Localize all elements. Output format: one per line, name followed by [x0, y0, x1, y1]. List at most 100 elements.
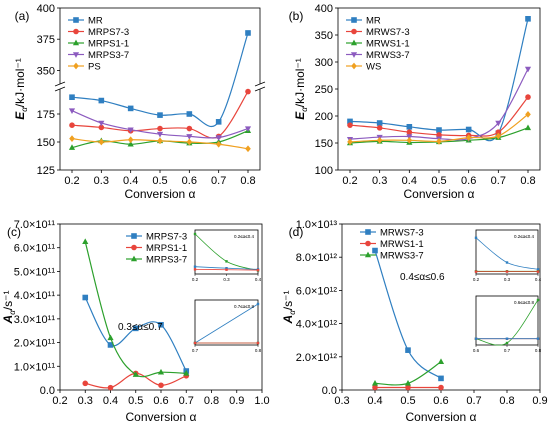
panel-c-1-inset-xtick-label: 0.4 [255, 277, 262, 282]
panel-b-point [495, 120, 502, 127]
panel-a-xtick-label: 0.7 [211, 175, 226, 187]
panel-a-point [245, 88, 251, 95]
panel-c-1-inset-point [225, 268, 228, 271]
panel-d-ytick-label: 8.0×10¹² [296, 252, 338, 264]
panel-d-1-inset-xtick-label: 0.3 [504, 277, 511, 282]
panel-c-1-inset-point [225, 267, 228, 270]
panel-a-point [127, 136, 134, 144]
panel-c-legend-label: MRPS1-1 [146, 243, 187, 254]
panel-a-xtick-label: 0.8 [240, 175, 255, 187]
panel-d-legend-marker [365, 229, 371, 235]
panel-a-point [98, 120, 105, 127]
panel-c-point [157, 368, 165, 375]
panel-c-point [158, 321, 164, 328]
panel-c-1-inset-label: 0.2≤α≤0.4 [234, 234, 255, 239]
panel-a-ytick-label: 375 [37, 34, 55, 46]
panel-c-legend-marker [131, 244, 137, 251]
panel-a-point [127, 127, 134, 134]
panel-d-ylabel: Aα/s⁻¹ [281, 291, 297, 325]
panel-c-1-inset-xtick-label: 0.2 [192, 277, 199, 282]
panel-c-xlabel: Conversion α [126, 410, 197, 424]
panel-d-ytick-label: 2.0×10¹² [296, 352, 338, 364]
panel-c-2-inset-point [256, 341, 260, 345]
panel-d-series-line [374, 250, 442, 379]
panel-c-1-inset-point [256, 268, 260, 272]
panel-d-xlabel: Conversion α [406, 410, 477, 424]
panel-a-break-gap [56, 84, 64, 89]
panel-a-point [245, 30, 251, 36]
panel-b-point [495, 132, 502, 140]
panel-d-point [438, 375, 444, 382]
panel-a-ytick-label: 150 [37, 137, 55, 149]
panel-c-point [132, 325, 139, 332]
panel-b-point [376, 120, 383, 126]
panel-a-point [127, 105, 134, 112]
panel-c-xtick-label: 0.3 [78, 395, 93, 407]
panel-b-point [495, 129, 502, 135]
panel-c-point [107, 334, 114, 341]
panel-b-point [465, 126, 472, 133]
panel-b-point [436, 132, 442, 138]
panel-c-xtick-label: 0.2 [52, 395, 67, 407]
panel-d-2-inset-label: 0.6≤α≤0.8 [514, 300, 535, 305]
panel-a-break-mark [54, 86, 66, 92]
panel-c-point [82, 294, 89, 301]
panel-b-ytick-label: 200 [315, 111, 333, 123]
panel-b-legend-label: MR [366, 16, 381, 27]
panel-c-ylabel: Aα/s⁻¹ [1, 291, 17, 325]
panel-c-label: (c) [7, 225, 21, 239]
panel-a-legend-label: MRPS7-3 [88, 27, 129, 38]
panel-d-1-inset-point [474, 270, 478, 273]
panel-d-1-inset-point [474, 236, 478, 239]
panel-b-xtick-label: 0.2 [342, 175, 357, 187]
panel-c-1-inset-point [225, 260, 228, 263]
panel-a-legend-marker [73, 28, 79, 35]
panel-a-point [186, 125, 193, 132]
panel-d-ytick-label: 6.0×10¹² [296, 285, 338, 297]
panel-d-1-inset-xtick-label: 0.4 [535, 277, 542, 282]
panel-b-ytick-label: 250 [315, 84, 333, 96]
panel-d-2-inset-xtick-label: 0.7 [504, 348, 511, 353]
panel-b-legend-marker [350, 39, 358, 46]
panel-a-legend-label: PS [88, 62, 101, 73]
panel-d-xtick-label: 0.6 [433, 395, 448, 407]
panel-c-point [107, 342, 114, 348]
panel-a-break-gap [256, 84, 264, 89]
panel-a-xtick-label: 0.3 [94, 175, 109, 187]
panel-b-legend-marker [350, 52, 358, 58]
panel-d-1-inset-point [536, 268, 540, 271]
panel-c-1-inset-point [193, 265, 197, 268]
panel-a-point [156, 131, 164, 138]
panel-d-point [405, 384, 411, 391]
panel-c-xtick-label: 0.4 [103, 395, 118, 407]
panel-c-2-inset-frame [194, 299, 259, 346]
panel-c-xtick-label: 0.8 [204, 395, 219, 407]
panel-c-ytick-label: 1.0×10¹¹ [14, 361, 56, 373]
panel-d-2-inset-xtick-label: 0.8 [535, 348, 542, 353]
panel-d-point [437, 358, 445, 365]
panel-b-point [525, 16, 531, 22]
panel-b-point [376, 136, 383, 144]
panel-c-point [183, 370, 190, 376]
panel-c-1-inset-xtick-label: 0.3 [223, 277, 230, 282]
panel-a-point [68, 108, 76, 114]
panel-a-legend-label: MRPS1-1 [88, 39, 129, 50]
panel-b-point [406, 129, 413, 135]
panel-b-point [376, 125, 383, 131]
panel-b-point [525, 111, 531, 118]
panel-d-xtick-label: 0.7 [466, 395, 481, 407]
panel-b-point [436, 127, 442, 133]
panel-b-point [347, 118, 353, 125]
panel-c-legend-marker [130, 255, 138, 262]
panel-a-ytick-label: 350 [37, 65, 55, 77]
panel-c-2-inset-xtick-label: 0.7 [192, 348, 199, 353]
panel-c-ytick-label: 7.0×10¹¹ [14, 219, 56, 231]
panel-d-point [404, 380, 412, 386]
panel-c-annotation: 0.3≤α≤0.7 [118, 322, 163, 333]
panel-c-ytick-label: 4.0×10¹¹ [14, 290, 56, 302]
panel-a-legend-label: MRPS3-7 [88, 50, 129, 61]
panel-d-2-inset-point [536, 337, 540, 340]
panel-d-legend-label: MRWS7-3 [380, 228, 424, 239]
panel-a-legend-marker [73, 62, 79, 70]
panel-a-point [157, 137, 163, 145]
